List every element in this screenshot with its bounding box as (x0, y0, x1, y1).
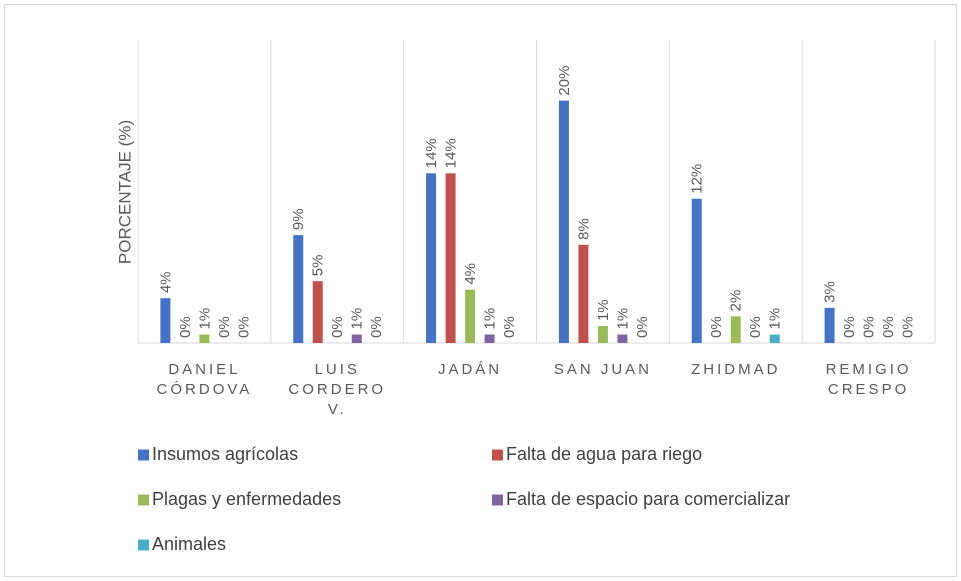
data-label: 14% (423, 138, 440, 168)
bar (312, 281, 323, 343)
x-tick-label: JADÁN (437, 361, 503, 378)
data-label: 8% (575, 218, 592, 240)
bar (578, 244, 589, 343)
legend-swatch (138, 449, 149, 461)
data-label: 1% (349, 308, 366, 330)
legend-swatch (492, 494, 503, 506)
legend-label: Falta de espacio para comercializar (506, 489, 790, 509)
bar (617, 334, 628, 343)
data-label: 0% (501, 316, 518, 338)
bar (824, 307, 835, 343)
legend-label: Plagas y enfermedades (152, 489, 341, 509)
data-label: 0% (368, 316, 385, 338)
data-label: 0% (900, 316, 917, 338)
bar (558, 100, 569, 343)
data-label: 0% (177, 316, 194, 338)
data-label: 5% (310, 255, 327, 277)
data-label: 3% (822, 281, 839, 303)
bar (730, 316, 741, 343)
legend-label: Falta de agua para riego (506, 444, 702, 464)
x-tick-label: REMIGIO CRESPO (825, 361, 912, 398)
data-label: 20% (556, 66, 573, 96)
data-label: 0% (747, 316, 764, 338)
data-label: 0% (880, 316, 897, 338)
bar (426, 173, 437, 343)
data-label: 0% (634, 316, 651, 338)
data-label: 1% (196, 308, 213, 330)
legend-swatch (138, 494, 149, 506)
data-label: 0% (235, 316, 252, 338)
bar (160, 298, 171, 343)
data-label: 1% (614, 308, 631, 330)
bar (769, 334, 780, 343)
bar (445, 173, 456, 343)
data-label: 4% (462, 263, 479, 285)
bar (199, 334, 210, 343)
legend-swatch (138, 539, 149, 551)
data-label: 1% (482, 308, 499, 330)
data-label: 2% (728, 290, 745, 312)
x-tick-label: DANIEL CÓRDOVA (156, 361, 253, 398)
data-label: 0% (329, 316, 346, 338)
legend-label: Animales (152, 534, 226, 554)
data-label: 9% (290, 208, 307, 230)
data-label: 0% (708, 316, 725, 338)
data-label: 4% (157, 271, 174, 293)
y-axis-label: PORCENTAJE (%) (115, 120, 134, 264)
data-label: 14% (443, 138, 460, 168)
bar (484, 334, 495, 343)
legend-label: Insumos agrícolas (152, 444, 298, 464)
x-tick-label: LUIS CORDERO V. (288, 361, 387, 418)
data-label: 1% (595, 299, 612, 321)
data-label: 12% (689, 164, 706, 194)
bar (597, 326, 608, 343)
legend-swatch (492, 449, 503, 461)
x-tick-label: ZHIDMAD (691, 361, 781, 378)
bar (351, 334, 362, 343)
data-label: 0% (841, 316, 858, 338)
bar (691, 198, 702, 343)
bar (465, 289, 476, 343)
data-label: 1% (767, 308, 784, 330)
bar (293, 235, 304, 343)
x-tick-label: SAN JUAN (553, 361, 652, 378)
data-label: 0% (861, 316, 878, 338)
data-label: 0% (216, 316, 233, 338)
chart-border (4, 4, 957, 577)
